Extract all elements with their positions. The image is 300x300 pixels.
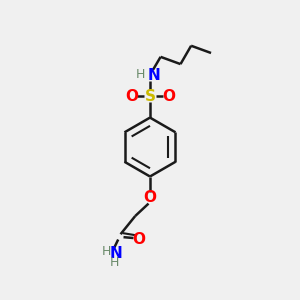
Text: N: N (109, 246, 122, 261)
Text: S: S (145, 89, 155, 104)
Text: O: O (162, 89, 175, 104)
Text: H: H (102, 245, 111, 258)
Text: O: O (143, 190, 157, 205)
Text: N: N (148, 68, 160, 83)
Text: O: O (132, 232, 145, 247)
Text: H: H (110, 256, 119, 269)
Text: O: O (125, 89, 138, 104)
Text: H: H (136, 68, 145, 80)
